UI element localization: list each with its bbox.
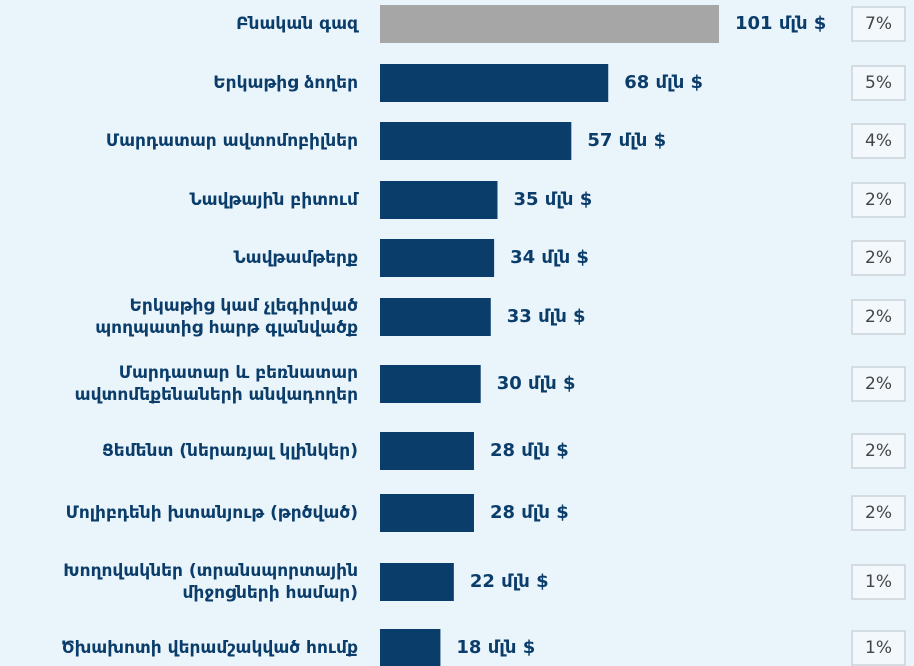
value-label: 22 մլն $ — [470, 571, 549, 592]
category-label: Մոլիբդենի խտանյութ (թրծված) — [66, 503, 358, 523]
value-label: 101 մլն $ — [735, 13, 826, 34]
category-line: ավտոմեքենաների անվադողեր — [75, 385, 358, 405]
share-label: 2% — [865, 190, 892, 210]
share-box — [851, 123, 906, 159]
category-label: Մարդատար և բեռնատար ավտոմեքենաների անվադո… — [75, 363, 358, 405]
category-label: Նավթամթերք — [234, 248, 358, 268]
value-label: 35 մլն $ — [513, 189, 592, 210]
category-line: Մարդատար և բեռնատար — [119, 363, 358, 383]
share-label: 4% — [865, 131, 892, 151]
category-line: Խողովակներ (տրանսպորտային — [63, 561, 358, 581]
value-label: 33 մլն $ — [507, 306, 586, 327]
bar — [380, 239, 495, 277]
value-label: 28 մլն $ — [490, 502, 569, 523]
category-line: Ցեմենտ (ներառյալ կլինկեր) — [102, 441, 358, 461]
share-box — [851, 299, 906, 335]
value-label: 28 մլն $ — [490, 440, 569, 461]
value-label: 30 մլն $ — [497, 373, 576, 394]
category-label: Ցեմենտ (ներառյալ կլինկեր) — [102, 441, 358, 461]
bar — [380, 181, 498, 219]
bar — [380, 494, 474, 532]
share-box — [851, 240, 906, 276]
category-line: Երկաթից ձողեր — [213, 73, 358, 93]
bar — [380, 298, 491, 336]
share-label: 1% — [865, 638, 892, 658]
bar — [380, 432, 474, 470]
category-line: միջոցների համար) — [183, 583, 359, 603]
share-box — [851, 366, 906, 402]
bar — [380, 563, 454, 601]
category-label: Խողովակներ (տրանսպորտային միջոցների համար… — [63, 561, 358, 603]
category-label: Ծխախոտի վերամշակված հումք — [61, 638, 358, 658]
share-label: 2% — [865, 307, 892, 327]
share-label: 2% — [865, 503, 892, 523]
share-label: 2% — [865, 441, 892, 461]
category-line: Մարդատար ավտոմոբիլներ — [106, 131, 358, 151]
category-line: Բնական գազ — [236, 14, 359, 34]
category-line: Նավթամթերք — [234, 248, 358, 268]
value-label: 57 մլն $ — [587, 130, 666, 151]
bar — [380, 122, 572, 160]
category-label: Երկաթից կամ չլեգիրված պողպատից հարթ գլանվ… — [95, 296, 358, 338]
value-label: 34 մլն $ — [510, 247, 589, 268]
category-label: Երկաթից ձողեր — [213, 73, 358, 93]
share-box — [851, 630, 906, 666]
bar — [380, 64, 609, 102]
bar — [380, 365, 481, 403]
category-label: Մարդատար ավտոմոբիլներ — [106, 131, 358, 151]
share-box — [851, 182, 906, 218]
share-label: 2% — [865, 248, 892, 268]
category-line: Մոլիբդենի խտանյութ (թրծված) — [66, 503, 358, 523]
share-box — [851, 564, 906, 600]
category-line: Երկաթից կամ չլեգիրված — [130, 296, 359, 316]
category-line: պողպատից հարթ գլանվածք — [95, 318, 358, 338]
share-box — [851, 65, 906, 101]
share-label: 2% — [865, 374, 892, 394]
share-box — [851, 6, 906, 42]
category-line: Ծխախոտի վերամշակված հումք — [61, 638, 358, 658]
bar — [380, 5, 719, 43]
share-label: 7% — [865, 14, 892, 34]
value-label: 68 մլն $ — [624, 72, 703, 93]
share-box — [851, 433, 906, 469]
share-box — [851, 495, 906, 531]
category-line: Նավթային բիտում — [189, 190, 359, 210]
bar — [380, 629, 441, 666]
value-label: 18 մլն $ — [456, 637, 535, 658]
category-label: Բնական գազ — [236, 14, 359, 34]
share-label: 1% — [865, 572, 892, 592]
category-label: Նավթային բիտում — [189, 190, 359, 210]
share-label: 5% — [865, 73, 892, 93]
